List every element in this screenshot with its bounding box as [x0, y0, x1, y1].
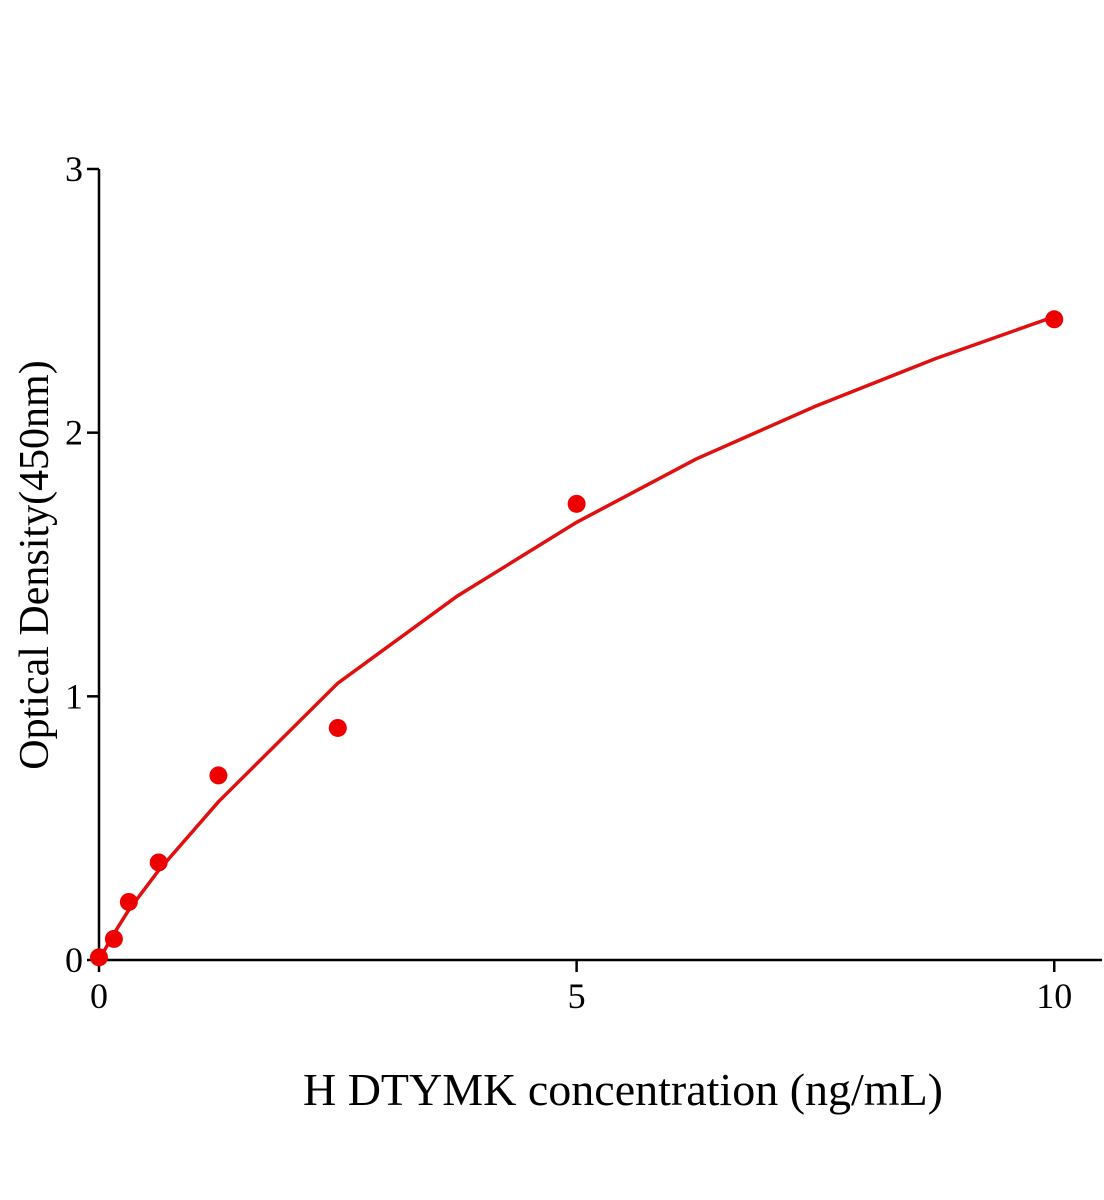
y-axis-label: Optical Density(450nm) [12, 360, 58, 769]
x-tick-label: 5 [568, 976, 586, 1016]
data-point [328, 718, 347, 737]
data-point [209, 766, 228, 785]
data-point [90, 948, 108, 967]
x-axis-label: H DTYMK concentration (ng/mL) [303, 1064, 943, 1115]
data-point [104, 929, 123, 948]
y-tick-label: 0 [65, 940, 83, 980]
y-tick-label: 3 [65, 149, 83, 189]
fit-curve [97, 315, 1055, 961]
data-point [1045, 310, 1064, 329]
y-tick-label: 2 [65, 413, 83, 453]
x-tick-label: 10 [1036, 976, 1072, 1016]
data-point [567, 494, 586, 513]
data-point [119, 892, 138, 911]
x-tick-label: 0 [90, 976, 108, 1016]
y-tick-label: 1 [65, 676, 83, 716]
data-point [149, 853, 168, 872]
